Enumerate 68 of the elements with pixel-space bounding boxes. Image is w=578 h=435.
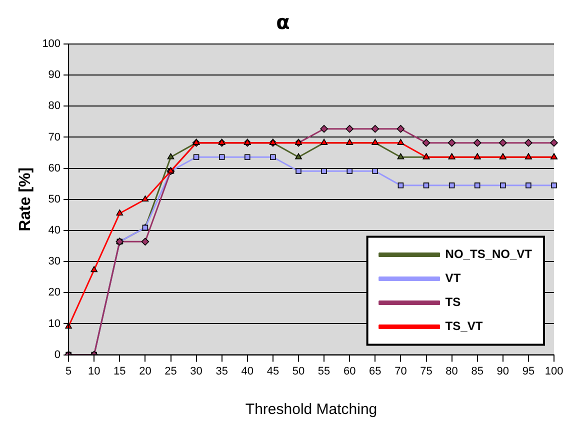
x-tick-label: 95 — [522, 365, 535, 378]
point — [550, 138, 558, 147]
y-tick-label: 20 — [48, 286, 61, 299]
point — [396, 124, 405, 133]
y-tick-label: 80 — [48, 100, 61, 112]
y-tick-label: 90 — [48, 69, 61, 82]
point — [448, 182, 455, 188]
x-tick-label: 75 — [420, 365, 432, 378]
point — [524, 138, 532, 147]
point — [448, 138, 456, 147]
point — [397, 153, 404, 160]
y-tick-label: 0 — [54, 348, 61, 361]
point — [423, 182, 430, 188]
x-tick-label: 20 — [139, 365, 152, 378]
point — [551, 182, 557, 188]
point — [218, 154, 225, 160]
x-tick-label: 55 — [318, 365, 330, 378]
point — [270, 154, 276, 160]
x-tick-label: 60 — [343, 365, 356, 378]
x-tick-label: 80 — [446, 365, 458, 378]
x-tick-label: 70 — [394, 365, 407, 378]
x-tick-label: 100 — [544, 365, 564, 378]
point — [398, 182, 404, 188]
x-tick-label: 10 — [88, 365, 100, 378]
x-tick-label: 5 — [65, 365, 72, 378]
y-tick-label: 10 — [48, 318, 61, 330]
x-tick-label: 90 — [496, 365, 510, 378]
point — [526, 182, 532, 188]
point — [500, 182, 506, 188]
point — [295, 153, 302, 160]
point — [90, 266, 98, 272]
x-tick-label: 15 — [114, 365, 126, 378]
point — [142, 196, 149, 202]
x-tick-label: 45 — [266, 365, 280, 378]
point — [167, 153, 174, 160]
point — [116, 209, 124, 216]
x-tick-label: 65 — [369, 365, 382, 378]
point — [474, 182, 480, 188]
x-tick-label: 30 — [190, 365, 202, 378]
point — [193, 154, 200, 160]
point — [397, 138, 404, 145]
point — [499, 138, 507, 147]
point — [473, 138, 482, 147]
y-tick-label: 50 — [48, 193, 61, 206]
legend-label: NO_TS_NO_VT — [445, 247, 533, 262]
x-tick-label: 50 — [292, 365, 305, 378]
y-tick-label: 40 — [48, 224, 61, 237]
y-axis-title: Rate [%] — [17, 167, 34, 232]
x-axis-title: Threshold Matching — [245, 401, 378, 418]
point — [346, 124, 354, 133]
x-tick-label: 25 — [164, 365, 177, 378]
point — [141, 238, 150, 246]
point — [296, 168, 302, 174]
legend-label: TS_VT — [445, 319, 484, 334]
x-tick-label: 85 — [471, 365, 484, 378]
point — [244, 154, 250, 160]
point — [422, 138, 430, 147]
legend-label: VT — [445, 271, 462, 286]
x-tick-label: 40 — [241, 365, 254, 378]
point — [371, 124, 380, 133]
point — [320, 124, 328, 133]
x-tick-label: 35 — [216, 365, 228, 378]
legend-label: TS — [445, 295, 461, 310]
y-tick-label: 70 — [48, 131, 61, 144]
y-tick-label: 60 — [48, 162, 61, 174]
y-tick-label: 100 — [42, 38, 61, 50]
chart-title: α — [276, 10, 290, 34]
y-tick-label: 30 — [48, 256, 61, 268]
